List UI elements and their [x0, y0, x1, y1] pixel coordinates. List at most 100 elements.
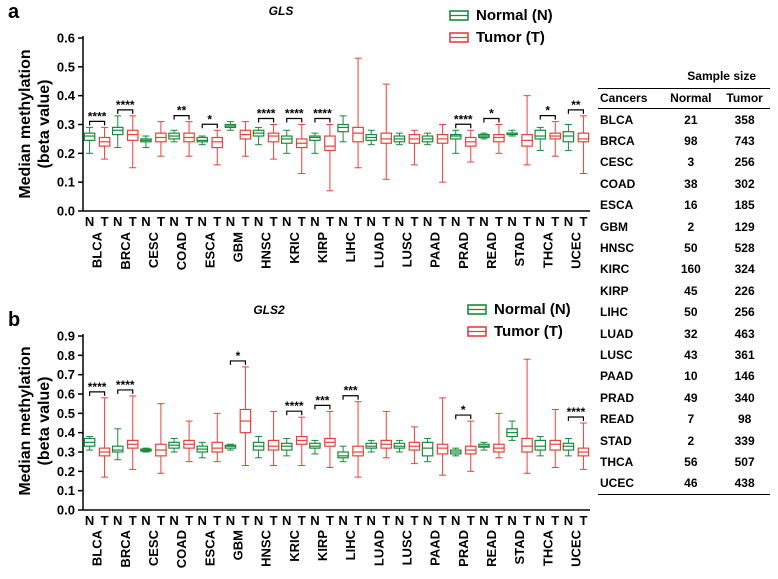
group-label-normal: N	[282, 513, 291, 528]
tumor-count-cell: 528	[734, 241, 755, 256]
normal-count-cell: 98	[684, 134, 698, 149]
table-body: BLCA 21 358 BRCA 98 743 CESC 3 256 COAD 38 302 ESCA 1…	[598, 109, 770, 496]
x-tick-label: KIRP	[315, 232, 330, 263]
y-tick-label: 0.4	[57, 88, 76, 103]
tumor-box	[549, 439, 562, 451]
x-tick-label: UCEC	[568, 529, 583, 566]
group-label-normal: N	[141, 214, 150, 229]
group-label-tumor: T	[157, 214, 165, 229]
legend-tumor-label: Tumor (T)	[476, 29, 545, 46]
cancer-cell: COAD	[600, 176, 636, 191]
cancer-cell: BRCA	[600, 134, 635, 149]
group-label-normal: N	[141, 513, 150, 528]
group-label-tumor: T	[185, 513, 193, 528]
significance-stars: ****	[116, 378, 135, 392]
tumor-count-cell: 463	[734, 326, 755, 341]
group-label-normal: N	[338, 513, 347, 528]
significance-stars: *	[545, 104, 550, 118]
table-row: BLCA 21 358	[598, 109, 770, 131]
x-tick-label: KRIC	[287, 231, 302, 263]
x-tick-label: LUSC	[399, 529, 414, 565]
group-label-tumor: T	[129, 513, 137, 528]
y-tick-label: 0.6	[57, 31, 75, 46]
header-cancers: Cancers	[598, 88, 663, 109]
normal-box	[337, 123, 349, 133]
y-axis-label-line: (beta value)	[36, 80, 53, 169]
tumor-box	[521, 437, 533, 453]
legend-tumor-label: Tumor (T)	[494, 323, 563, 340]
cancer-cell: PAAD	[600, 369, 634, 384]
x-tick-label: STAD	[512, 530, 527, 564]
y-axis-label: Median methylation (beta value)	[17, 346, 53, 495]
significance-bracket	[342, 395, 359, 400]
normal-box	[534, 439, 547, 451]
normal-count-cell: 160	[680, 262, 701, 277]
tumor-count-cell: 324	[734, 262, 755, 277]
normal-count-cell: 38	[684, 176, 698, 191]
legend-normal-label: Normal (N)	[494, 301, 571, 318]
normal-box	[280, 135, 293, 144]
tumor-count-cell: 185	[734, 198, 755, 213]
group-label-tumor: T	[326, 214, 334, 229]
tumor-box	[267, 132, 280, 143]
group-label-normal: N	[564, 214, 573, 229]
significance-bracket	[455, 123, 472, 129]
significance-bracket	[567, 416, 585, 421]
normal-count-cell: 45	[684, 283, 698, 298]
y-tick-label: 0.2	[57, 464, 75, 479]
group-label-normal: N	[479, 513, 488, 528]
significance-bracket	[173, 115, 190, 120]
y-tick-label: 0.9	[57, 329, 75, 344]
normal-count-cell: 2	[687, 219, 695, 234]
group-label-tumor: T	[213, 513, 221, 528]
significance-bracket	[229, 360, 247, 365]
significance-stars: ****	[257, 107, 276, 121]
x-tick-label: LUAD	[371, 530, 386, 566]
normal-count-cell: 21	[684, 112, 698, 127]
sample-size-grid: Cancers Normal Tumor BLCA 21 358 BRCA 98 743 C…	[598, 88, 770, 496]
tumor-count-cell: 256	[734, 305, 755, 320]
group-label-tumor: T	[523, 513, 531, 528]
header-normal: Normal	[662, 88, 720, 109]
group-label-normal: N	[395, 513, 404, 528]
x-tick-label: BLCA	[90, 529, 105, 566]
group-label-normal: N	[367, 513, 376, 528]
cancer-cell: KIRP	[600, 283, 629, 298]
table-header-row: Cancers Normal Tumor	[598, 88, 770, 109]
group-label-normal: N	[85, 513, 94, 528]
tumor-count-cell: 302	[734, 176, 755, 191]
tumor-count-cell: 340	[734, 390, 755, 405]
group-label-tumor: T	[382, 513, 390, 528]
group-label-tumor: T	[241, 513, 249, 528]
significance-stars: *	[489, 107, 494, 121]
x-tick-label: PRAD	[456, 232, 471, 269]
group-label-tumor: T	[467, 513, 475, 528]
x-tick-label: ESCA	[202, 231, 217, 268]
normal-box	[111, 126, 124, 136]
cancer-cell: LUSC	[600, 347, 633, 362]
tumor-count-cell: 361	[734, 347, 755, 362]
group-label-tumor: T	[551, 513, 559, 528]
normal-box	[111, 445, 124, 453]
group-label-normal: N	[423, 513, 432, 528]
significance-bracket	[539, 115, 556, 120]
cancer-cell: LIHC	[600, 305, 628, 320]
table-row: ESCA 16 185	[598, 195, 770, 216]
x-tick-label: PRAD	[456, 530, 471, 567]
group-label-normal: N	[226, 513, 235, 528]
group-label-tumor: T	[101, 214, 109, 229]
normal-count-cell: 49	[684, 390, 698, 405]
group-label-tumor: T	[410, 513, 418, 528]
group-label-tumor: T	[129, 214, 137, 229]
x-tick-label: COAD	[174, 232, 189, 270]
group-label-normal: N	[113, 214, 122, 229]
significance-bracket	[117, 109, 134, 114]
normal-box	[83, 132, 96, 141]
group-label-normal: N	[451, 214, 460, 229]
group-label-tumor: T	[495, 513, 503, 528]
group-label-tumor: T	[185, 214, 193, 229]
significance-bracket	[455, 414, 472, 420]
significance-stars: ****	[88, 380, 107, 394]
